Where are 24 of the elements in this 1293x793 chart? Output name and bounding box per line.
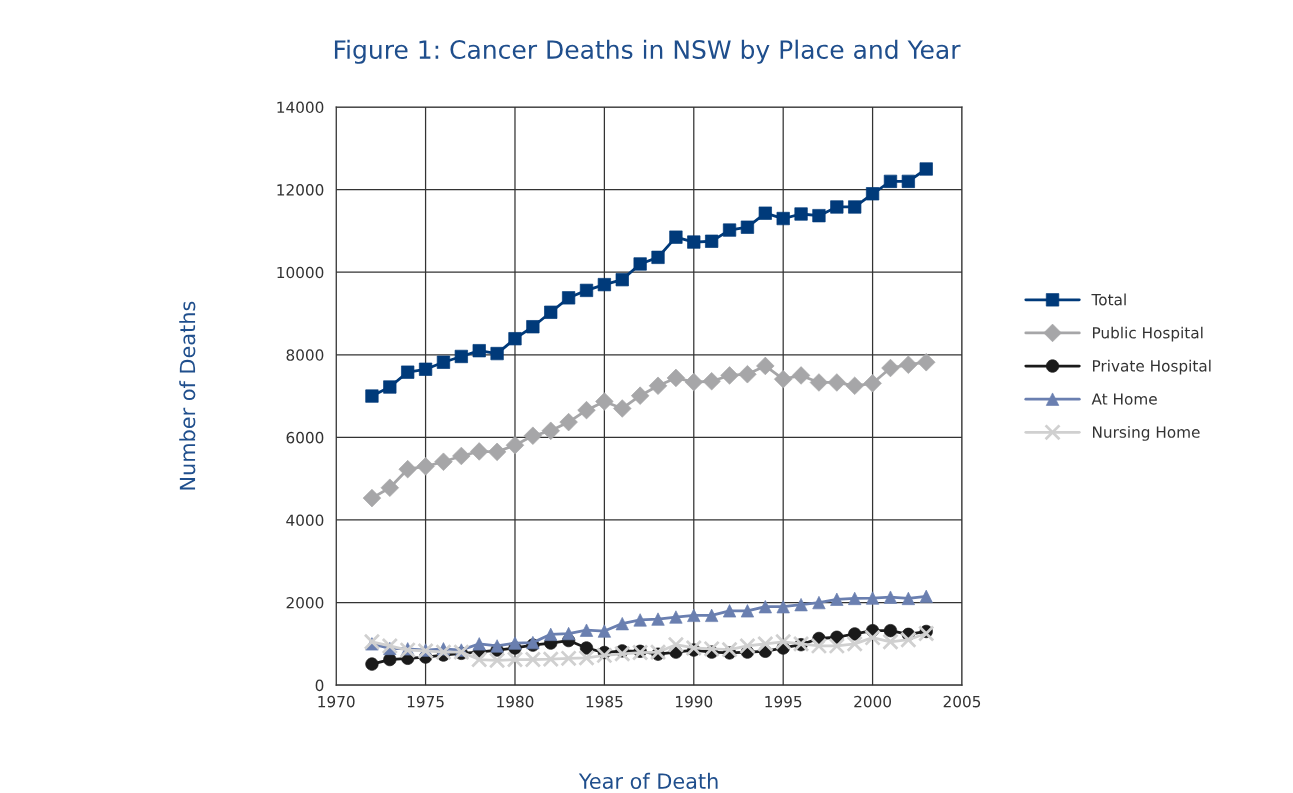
x-tick-label: 1995 [765,695,802,708]
x-tick-label: 1980 [497,695,534,708]
y-tick-label: 2000 [286,597,324,609]
x-tick-label: 1970 [318,695,355,708]
legend-label: Public Hospital [1093,326,1203,342]
y-tick-label: 14000 [277,101,324,114]
legend-label: Total [1091,293,1126,306]
x-axis-title: Year of Death [578,772,718,789]
legend-label: Nursing Home [1093,426,1200,441]
y-tick-label: 6000 [286,431,324,444]
x-tick-label: 2005 [943,695,981,708]
x-tick-label: 2000 [854,695,892,708]
legend-label: Private Hospital [1093,359,1211,375]
y-axis-title: Number of Deaths [179,301,196,490]
y-tick-label: 12000 [277,184,324,196]
x-tick-label: 1975 [407,695,444,708]
legend-label: At Home [1091,393,1157,405]
chart-title: Figure 1: Cancer Deaths in NSW by Place and Year [334,39,961,64]
y-tick-label: 4000 [286,514,324,526]
x-tick-label: 1990 [676,695,713,708]
y-tick-label: 0 [315,679,324,692]
y-tick-label: 10000 [277,266,324,279]
y-tick-label: 8000 [286,349,324,361]
x-tick-label: 1985 [586,695,623,708]
